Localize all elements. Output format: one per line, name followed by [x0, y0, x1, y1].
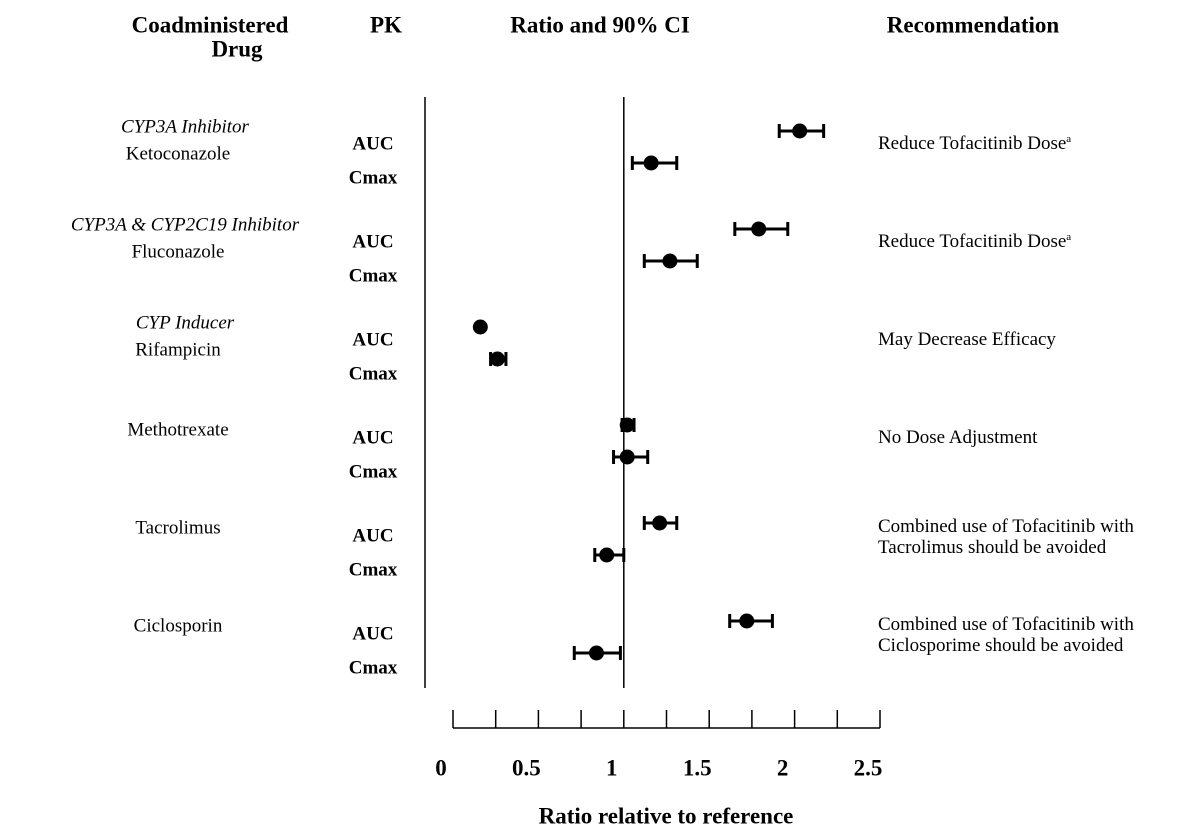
pk-label: AUC: [352, 525, 393, 546]
pk-label: Cmax: [349, 657, 398, 678]
recommendation: Reduce Tofacitinib Dosea: [878, 231, 1071, 253]
pk-label: AUC: [352, 427, 393, 448]
point-estimate: [619, 417, 635, 433]
pk-label: AUC: [352, 133, 393, 154]
recommendation: Ciclosporime should be avoided: [878, 635, 1124, 656]
recommendation-text: Combined use of Tofacitinib with: [878, 516, 1134, 537]
drug-class: CYP3A Inhibitor: [121, 116, 250, 137]
x-tick-label: 2: [777, 755, 789, 780]
recommendation: Tacrolimus should be avoided: [878, 537, 1107, 558]
pk-label: AUC: [352, 329, 393, 350]
recommendation-text: May Decrease Efficacy: [878, 329, 1056, 350]
header: Drug: [211, 36, 263, 61]
point-estimate: [662, 253, 678, 269]
recommendation-text: Reduce Tofacitinib Dose: [878, 231, 1066, 252]
x-tick-label: 0: [435, 755, 447, 780]
recommendation-text: Combined use of Tofacitinib with: [878, 614, 1134, 635]
recommendation: No Dose Adjustment: [878, 427, 1038, 448]
x-axis-label: Ratio relative to reference: [539, 803, 794, 828]
point-estimate: [643, 155, 659, 171]
recommendation-text: Reduce Tofacitinib Dose: [878, 133, 1066, 154]
recommendation-text: No Dose Adjustment: [878, 427, 1038, 448]
header: PK: [370, 12, 402, 37]
pk-label: Cmax: [349, 461, 398, 482]
recommendation: Combined use of Tofacitinib with: [878, 614, 1134, 635]
footnote-mark: a: [1066, 133, 1071, 145]
x-tick-label: 0.5: [512, 755, 541, 780]
point-estimate: [619, 449, 635, 465]
drug-name: Ketoconazole: [126, 143, 230, 164]
pk-label: Cmax: [349, 167, 398, 188]
recommendation: Combined use of Tofacitinib with: [878, 516, 1134, 537]
header: Coadministered: [132, 12, 289, 37]
point-estimate: [489, 351, 505, 367]
point-estimate: [588, 645, 604, 661]
pk-label: Cmax: [349, 559, 398, 580]
pk-label: AUC: [352, 231, 393, 252]
drug-name: Fluconazole: [132, 241, 225, 262]
drug-name: Methotrexate: [127, 419, 228, 440]
footnote-mark: a: [1066, 231, 1071, 243]
point-estimate: [739, 613, 755, 629]
recommendation-text: Ciclosporime should be avoided: [878, 635, 1124, 656]
pk-label: AUC: [352, 623, 393, 644]
point-estimate: [599, 547, 615, 563]
recommendation: May Decrease Efficacy: [878, 329, 1056, 350]
point-estimate: [792, 123, 808, 139]
drug-name: Rifampicin: [135, 339, 221, 360]
point-estimate: [472, 319, 488, 335]
drug-class: CYP3A & CYP2C19 Inhibitor: [71, 214, 300, 235]
point-estimate: [652, 515, 668, 531]
recommendation: Reduce Tofacitinib Dosea: [878, 133, 1071, 155]
drug-name: Tacrolimus: [135, 517, 220, 538]
x-tick-label: 1: [606, 755, 618, 780]
recommendation-text: Tacrolimus should be avoided: [878, 537, 1107, 558]
x-tick-label: 2.5: [854, 755, 883, 780]
point-estimate: [751, 221, 767, 237]
pk-label: Cmax: [349, 265, 398, 286]
header: Ratio and 90% CI: [510, 12, 690, 37]
header: Recommendation: [887, 12, 1060, 37]
pk-label: Cmax: [349, 363, 398, 384]
x-tick-label: 1.5: [683, 755, 712, 780]
drug-class: CYP Inducer: [136, 312, 235, 333]
drug-name: Ciclosporin: [134, 615, 223, 636]
